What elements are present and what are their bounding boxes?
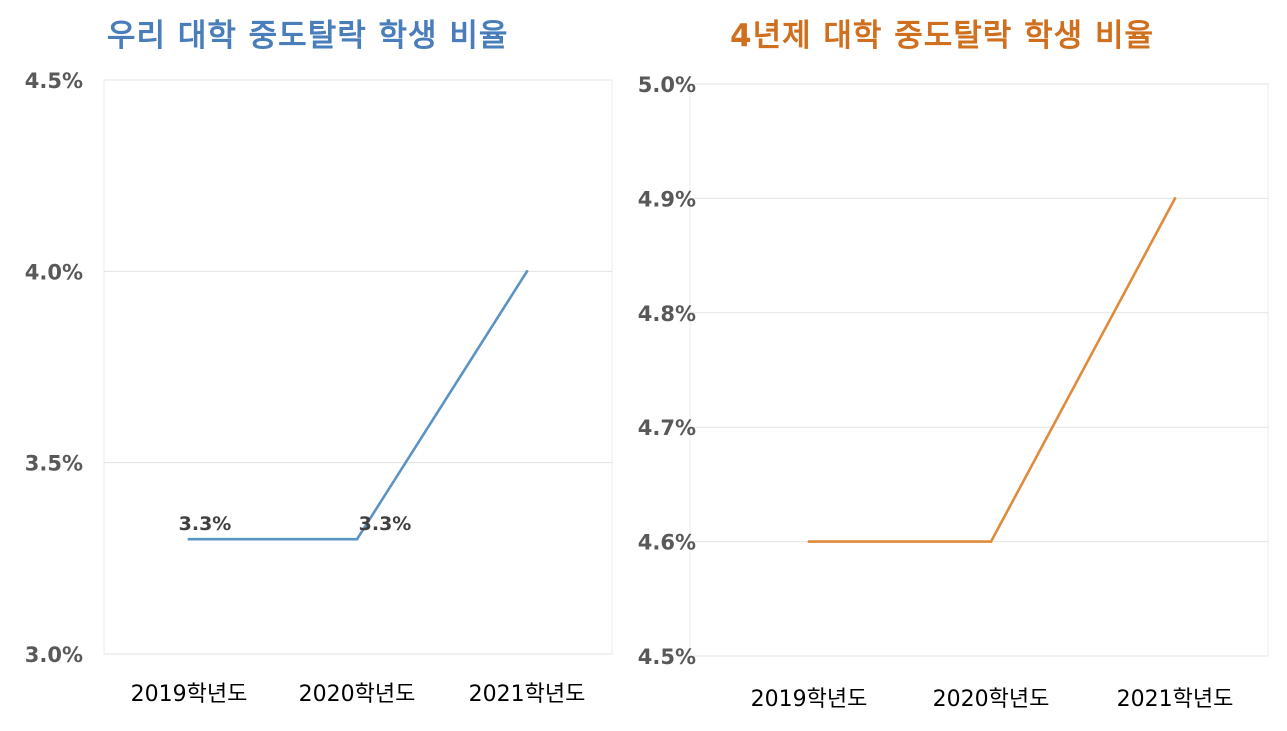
x-tick-label: 2021학년도 [469, 682, 586, 707]
y-tick-label: 4.9% [638, 187, 696, 211]
x-tick-label: 2019학년도 [131, 682, 248, 707]
plot-border [689, 83, 1269, 657]
y-tick-label: 4.5% [638, 645, 696, 669]
x-tick-label: 2020학년도 [299, 682, 416, 707]
data-label: 3.3% [179, 513, 232, 535]
x-tick-label: 2021학년도 [1117, 687, 1234, 712]
data-point [187, 537, 191, 541]
y-tick-label: 4.8% [638, 302, 696, 326]
plot-border [103, 79, 613, 655]
data-label: 3.3% [359, 513, 412, 535]
data-point [807, 540, 811, 543]
x-tick-label: 2020학년도 [933, 687, 1050, 712]
data-point [1173, 197, 1177, 200]
y-tick-label: 5.0% [638, 73, 696, 97]
series-line [807, 197, 1177, 543]
chart-title: 우리 대학 중도탈락 학생 비율 [107, 18, 509, 54]
y-tick-label: 4.7% [638, 416, 696, 440]
series-line [187, 270, 529, 541]
y-tick-label: 3.0% [25, 643, 83, 667]
y-tick-label: 4.5% [25, 69, 83, 93]
data-point [355, 537, 359, 541]
y-tick-label: 3.5% [25, 452, 83, 476]
data-point [525, 270, 529, 273]
chart-four-year-universities: 4년제 대학 중도탈락 학생 비율 4.5% 4.6% 4.7% 4.8% 4.9% 5.… [618, 0, 1287, 731]
chart-title: 4년제 대학 중도탈락 학생 비율 [730, 18, 1154, 54]
x-tick-label: 2019학년도 [751, 687, 868, 712]
chart-plot-area: 3.0% 3.5% 4.0% 4.5% 2019학년도 2020학년도 2021학년도 3.3… [25, 69, 613, 707]
chart-our-university: 우리 대학 중도탈락 학생 비율 3.0% 3.5% 4.0% 4.5% 2019학년도… [0, 0, 640, 731]
data-point [989, 540, 993, 543]
y-tick-label: 4.0% [25, 260, 83, 284]
chart-plot-area: 4.5% 4.6% 4.7% 4.8% 4.9% 5.0% 2019학년도 2020학년도 20… [638, 73, 1269, 712]
y-tick-label: 4.6% [638, 531, 696, 555]
